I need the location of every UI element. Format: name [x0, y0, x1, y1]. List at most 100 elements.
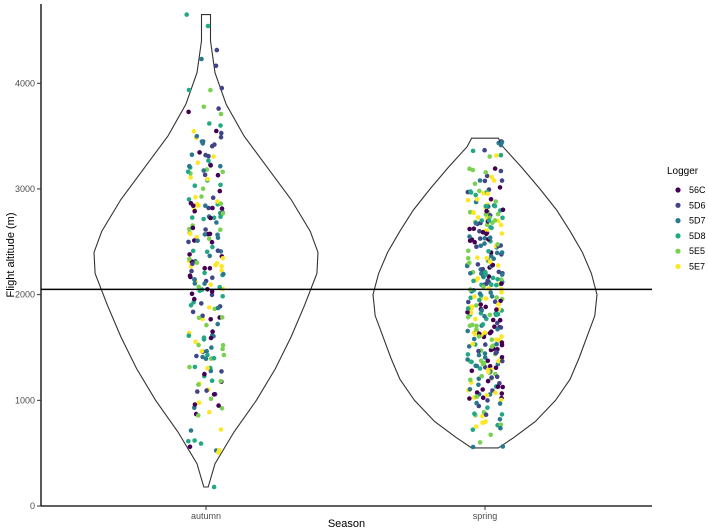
- data-point: [477, 297, 482, 303]
- data-point: [499, 231, 505, 236]
- data-point: [474, 424, 479, 429]
- data-point: [192, 183, 198, 188]
- data-point: [483, 203, 489, 209]
- data-point: [213, 262, 218, 268]
- data-point: [219, 315, 225, 320]
- data-point: [208, 396, 214, 402]
- data-point: [474, 303, 479, 308]
- data-point: [208, 87, 213, 93]
- data-point: [474, 394, 480, 399]
- data-point: [201, 335, 207, 341]
- data-point: [468, 271, 473, 276]
- data-point: [191, 203, 196, 208]
- data-point: [500, 358, 505, 364]
- data-point: [207, 121, 212, 126]
- data-point: [495, 242, 500, 247]
- data-point: [211, 355, 217, 361]
- data-point: [218, 214, 223, 220]
- data-point: [490, 262, 496, 268]
- data-point: [187, 364, 192, 370]
- data-point: [479, 218, 485, 223]
- data-point: [489, 344, 495, 350]
- data-point: [218, 182, 223, 188]
- data-point: [209, 239, 215, 245]
- data-point: [220, 346, 225, 352]
- x-axis-title: Season: [328, 518, 365, 530]
- data-point: [494, 337, 499, 342]
- data-point: [465, 352, 471, 357]
- data-point: [500, 215, 505, 221]
- data-point: [203, 203, 208, 208]
- violin-spring: [372, 137, 598, 449]
- data-point: [199, 194, 204, 199]
- data-point: [473, 192, 479, 198]
- x-tick-label: autumn: [191, 511, 221, 521]
- data-point: [466, 344, 472, 349]
- data-point: [470, 148, 476, 154]
- data-point: [192, 364, 198, 370]
- data-point: [488, 197, 494, 202]
- data-point: [190, 248, 196, 254]
- data-point: [498, 298, 503, 304]
- legend-title: Logger: [667, 166, 699, 177]
- data-point: [205, 352, 210, 358]
- legend-key-5D6: [675, 202, 681, 208]
- data-point: [472, 181, 478, 187]
- data-point: [186, 197, 192, 202]
- data-point: [189, 291, 195, 297]
- data-point: [465, 198, 471, 203]
- data-point: [203, 152, 208, 158]
- data-point: [474, 323, 479, 329]
- x-tick-label: spring: [473, 511, 498, 521]
- data-point: [189, 215, 195, 220]
- data-point: [196, 382, 201, 387]
- data-point: [492, 203, 498, 209]
- data-point: [218, 227, 223, 233]
- data-point: [498, 152, 504, 158]
- data-point: [465, 315, 471, 320]
- data-point: [467, 226, 472, 232]
- data-point: [197, 150, 202, 155]
- data-point: [470, 167, 476, 173]
- data-point: [494, 307, 499, 312]
- data-point: [215, 305, 221, 311]
- data-point: [476, 348, 481, 354]
- data-point: [218, 134, 224, 140]
- data-point: [470, 427, 476, 433]
- data-point: [202, 232, 208, 237]
- data-point: [202, 265, 207, 271]
- data-point: [195, 389, 200, 394]
- data-point: [215, 248, 221, 253]
- data-point: [221, 352, 227, 358]
- data-point: [486, 369, 491, 375]
- data-point: [487, 154, 493, 159]
- data-point: [489, 174, 494, 180]
- data-point: [200, 186, 206, 191]
- data-point: [476, 352, 482, 358]
- data-point: [219, 130, 224, 136]
- legend-key-5D8: [675, 233, 681, 239]
- data-point: [192, 208, 197, 214]
- legend-key-56C: [675, 187, 681, 193]
- data-point: [477, 178, 483, 183]
- data-point: [499, 178, 505, 183]
- data-point: [498, 325, 504, 330]
- data-point: [498, 168, 504, 174]
- data-point: [196, 400, 202, 406]
- legend-key-5E7: [675, 263, 681, 270]
- data-point: [218, 111, 224, 117]
- data-point: [194, 353, 199, 359]
- data-point: [468, 189, 473, 194]
- data-point: [190, 261, 195, 267]
- data-point: [499, 281, 504, 286]
- data-point: [219, 268, 224, 273]
- data-point: [207, 266, 213, 271]
- data-point: [201, 216, 206, 222]
- data-point: [190, 309, 196, 315]
- data-point: [465, 310, 470, 315]
- data-point: [470, 322, 475, 328]
- data-point: [492, 218, 498, 223]
- data-point: [483, 296, 489, 301]
- data-point: [467, 209, 473, 215]
- data-point: [206, 205, 211, 211]
